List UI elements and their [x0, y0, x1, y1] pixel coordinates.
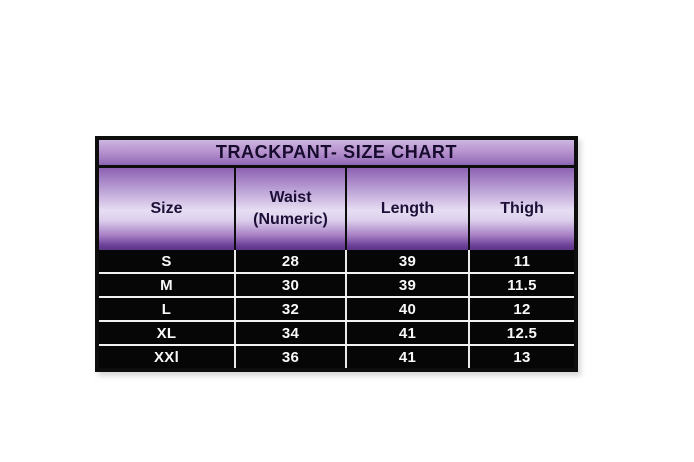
length-cell: 41 — [347, 322, 470, 344]
chart-title: TRACKPANT- SIZE CHART — [99, 140, 574, 168]
size-cell: M — [99, 274, 236, 296]
thigh-cell: 12 — [513, 300, 531, 318]
length-cell: 39 — [347, 250, 470, 272]
size-cell: XL — [99, 322, 236, 344]
table-row-xxl: XXl 36 41 13 — [99, 346, 574, 368]
thigh-cell: 13 — [513, 348, 531, 366]
thigh-cell: 11.5 — [507, 276, 537, 294]
table-row-l: L 32 40 12 — [99, 298, 574, 322]
length-cell: 39 — [347, 274, 470, 296]
length-cell: 41 — [347, 346, 470, 368]
table-row-s: S 28 39 11 — [99, 250, 574, 274]
column-header-length: Length — [347, 168, 470, 250]
length-cell: 40 — [347, 298, 470, 320]
waist-cell: 30 — [236, 274, 347, 296]
column-header-waist: Waist (Numeric) — [236, 168, 347, 250]
thigh-cell: 12.5 — [506, 324, 538, 342]
column-header-size: Size — [99, 168, 236, 250]
table-header-row: Size Waist (Numeric) Length Thigh — [99, 168, 574, 250]
waist-cell: 28 — [236, 250, 347, 272]
thigh-cell: 11 — [513, 252, 531, 270]
trackpant-size-chart-table: TRACKPANT- SIZE CHART Size Waist (Numeri… — [95, 136, 578, 372]
table-row-xl: XL 34 41 12.5 — [99, 322, 574, 346]
size-cell: L — [99, 298, 236, 320]
size-cell: S — [99, 250, 236, 272]
waist-cell: 34 — [236, 322, 347, 344]
waist-cell: 32 — [236, 298, 347, 320]
column-header-thigh: Thigh — [470, 168, 574, 250]
waist-cell: 36 — [236, 346, 347, 368]
size-cell: XXl — [99, 346, 236, 368]
table-row-m: M 30 39 11.5 — [99, 274, 574, 298]
